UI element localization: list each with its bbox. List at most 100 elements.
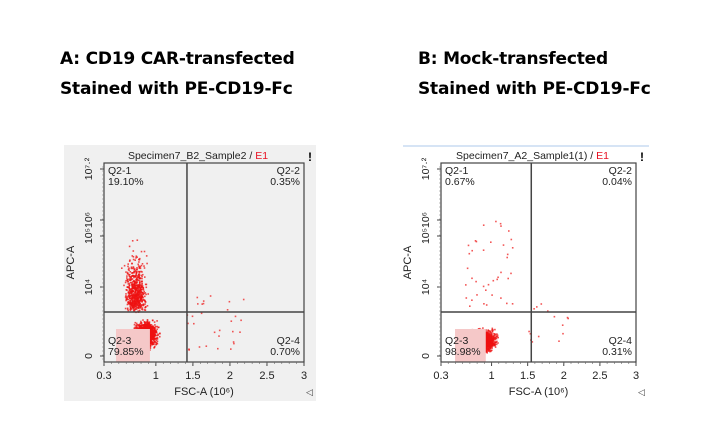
event-dot xyxy=(132,297,134,299)
event-dot xyxy=(153,347,155,349)
event-dot xyxy=(139,265,142,268)
event-dot xyxy=(139,322,142,324)
event-dot xyxy=(486,338,488,341)
event-dot xyxy=(482,327,484,329)
event-dot xyxy=(138,299,141,301)
event-dot xyxy=(135,255,138,257)
event-dot xyxy=(146,319,149,322)
event-dot xyxy=(152,319,154,322)
event-dot xyxy=(145,321,147,324)
event-dot xyxy=(188,349,190,351)
event-dot xyxy=(154,340,156,343)
event-dot xyxy=(132,258,135,261)
event-dot xyxy=(471,277,473,280)
event-dot xyxy=(131,272,133,274)
event-dot xyxy=(145,283,148,286)
event-dot xyxy=(144,323,146,325)
event-dot xyxy=(496,333,498,335)
event-dot xyxy=(139,297,142,299)
event-dot xyxy=(486,333,488,336)
event-dot xyxy=(140,292,142,294)
event-dot xyxy=(493,343,495,345)
quadrant-percent-q2-3: 79.85% xyxy=(108,346,144,358)
event-dot xyxy=(130,303,132,306)
event-dot xyxy=(491,331,494,333)
event-dot xyxy=(240,319,242,322)
event-dot xyxy=(141,300,143,302)
event-dot xyxy=(141,327,143,329)
event-dot xyxy=(133,303,135,305)
event-dot xyxy=(491,294,493,296)
event-dot xyxy=(475,280,477,283)
event-dot xyxy=(141,282,143,285)
y-tick-label: 0 xyxy=(420,353,432,359)
quadrant-percent-q2-1: 0.67% xyxy=(445,176,475,188)
event-dot xyxy=(127,268,130,271)
event-dot xyxy=(140,324,143,327)
event-dot xyxy=(469,305,471,307)
event-dot xyxy=(133,271,135,274)
event-dot xyxy=(133,310,136,312)
event-dot xyxy=(156,328,158,331)
plot-title-gate: E1 xyxy=(255,150,268,162)
event-dot xyxy=(139,289,141,292)
event-dot xyxy=(142,303,145,305)
event-dot xyxy=(537,335,540,338)
event-dot xyxy=(536,306,538,308)
y-tick-label: 10⁷·² xyxy=(420,157,432,180)
event-dot xyxy=(497,276,499,279)
quadrant-percent-q2-2: 0.04% xyxy=(602,176,632,188)
event-dot xyxy=(136,270,138,273)
event-dot xyxy=(149,324,151,326)
event-dot xyxy=(140,322,143,324)
quadrant-name-q2-3: Q2-3 xyxy=(445,335,469,347)
event-dot xyxy=(151,327,154,330)
event-dot xyxy=(134,298,136,300)
event-dot xyxy=(131,240,134,242)
event-dot xyxy=(232,341,235,343)
event-dot xyxy=(218,335,220,337)
event-dot xyxy=(138,271,141,273)
event-dot xyxy=(132,308,135,310)
event-dot xyxy=(157,334,159,336)
event-dot xyxy=(239,331,241,333)
event-dot xyxy=(125,271,127,273)
event-dot xyxy=(128,283,131,285)
x-tick-label: 0.3 xyxy=(96,370,111,382)
event-dot xyxy=(197,303,199,305)
event-dot xyxy=(129,288,132,290)
event-dot xyxy=(150,324,153,326)
event-dot xyxy=(135,257,137,259)
event-dot xyxy=(138,300,140,303)
event-dot xyxy=(140,280,143,283)
event-dot xyxy=(133,293,135,296)
event-dot xyxy=(143,292,145,295)
event-dot xyxy=(494,346,497,348)
event-dot xyxy=(154,324,156,326)
event-dot xyxy=(139,284,141,286)
panel-a-heading-line2: Stained with PE-CD19-Fc xyxy=(60,79,293,99)
event-dot xyxy=(138,305,141,308)
event-dot xyxy=(493,333,496,335)
event-dot xyxy=(146,324,149,326)
event-dot xyxy=(496,336,499,338)
event-dot xyxy=(135,281,138,284)
event-dot xyxy=(510,238,513,241)
event-dot xyxy=(475,240,478,243)
warning-icon: ! xyxy=(640,150,644,164)
quadrant-name-q2-2: Q2-2 xyxy=(277,165,301,177)
event-dot xyxy=(139,288,141,290)
event-dot xyxy=(156,325,158,328)
event-dot xyxy=(486,337,488,339)
event-dot xyxy=(141,301,143,303)
event-dot xyxy=(202,300,205,302)
event-dot xyxy=(142,328,145,330)
event-dot xyxy=(132,275,135,277)
event-dot xyxy=(126,275,128,277)
event-dot xyxy=(483,303,485,305)
event-dot xyxy=(132,289,134,292)
event-dot xyxy=(487,332,490,334)
event-dot xyxy=(130,281,132,284)
event-dot xyxy=(140,304,143,307)
event-dot xyxy=(149,335,152,338)
